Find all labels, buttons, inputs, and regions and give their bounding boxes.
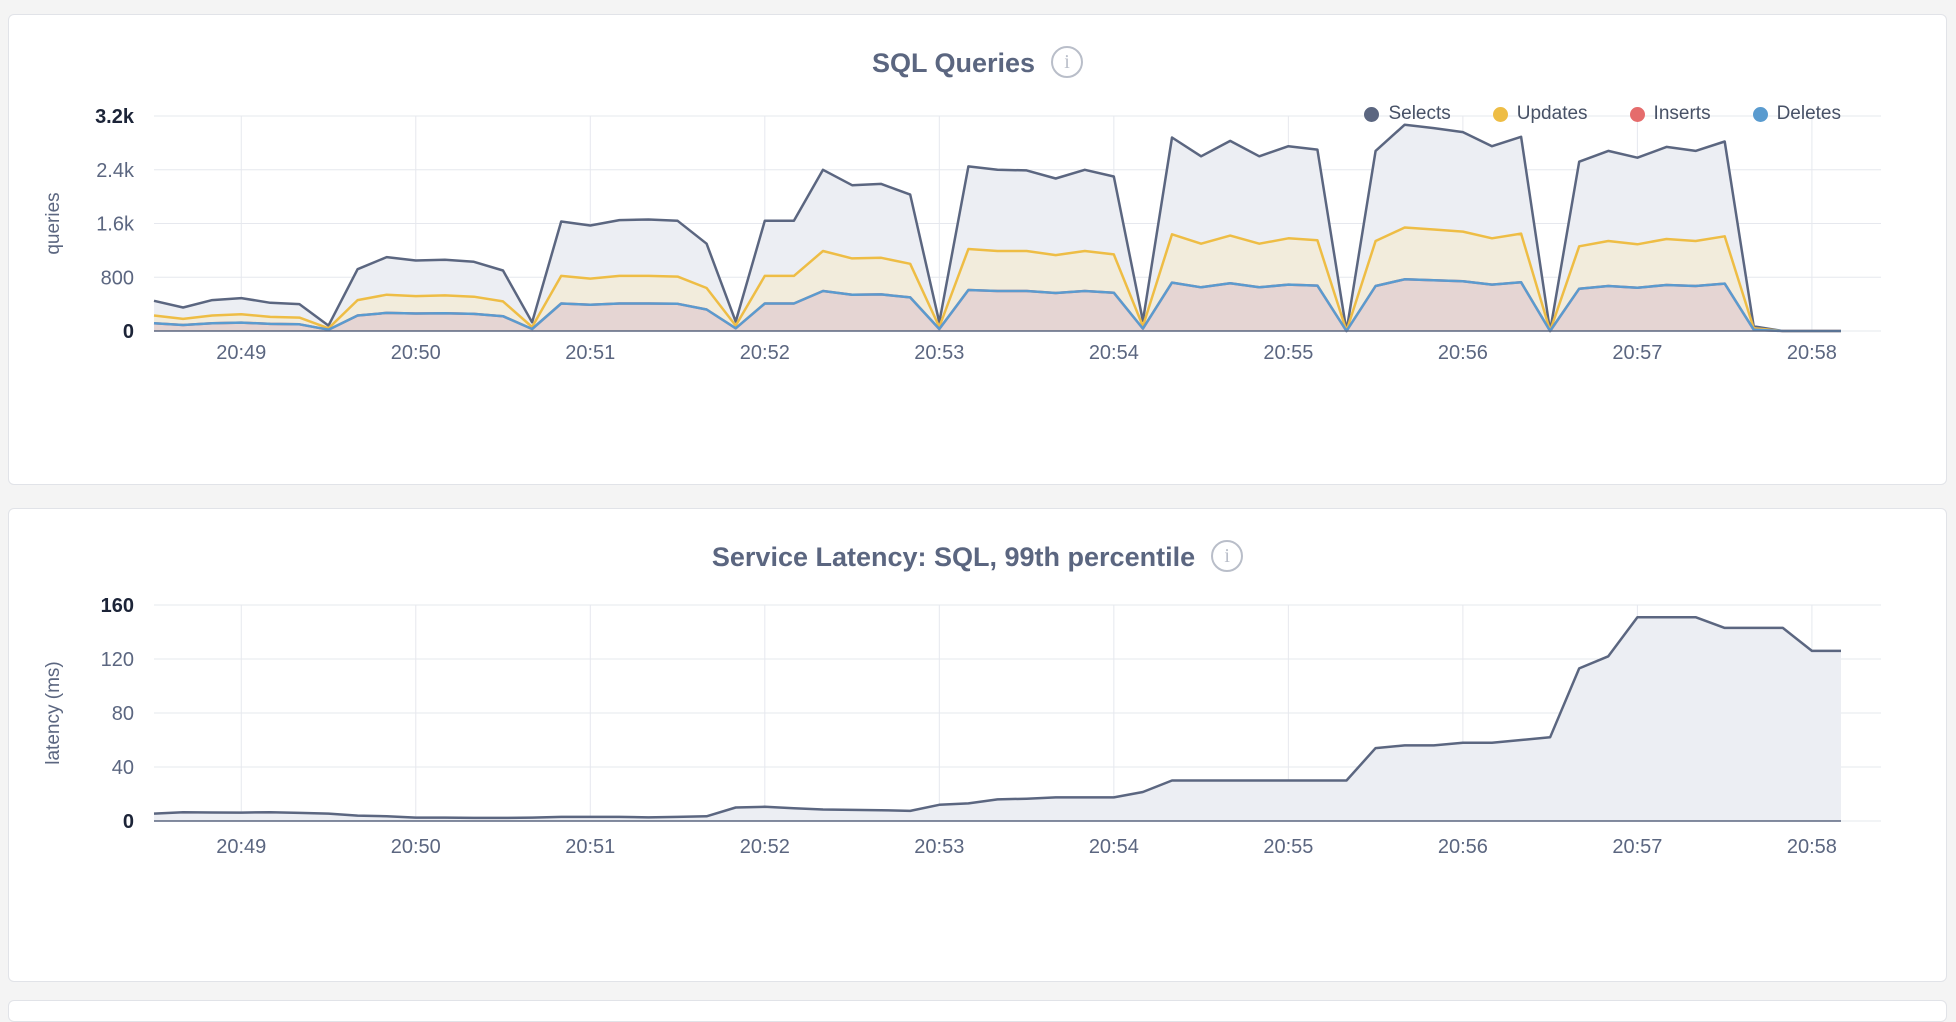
sql-latency-title-text: Service Latency: SQL, 99th percentile (711, 542, 1196, 572)
sql-latency-chart[interactable]: 0 40 80 120 160 20:49 20:50 20:51 20:52 20:53 20:5… (9, 509, 1946, 981)
x-tick-label: 20:51 (565, 836, 615, 858)
x-tick-label: 20:57 (1612, 342, 1662, 364)
series-area-deletes (154, 279, 1841, 331)
x-tick-label: 20:53 (914, 836, 964, 858)
x-tick-label: 20:54 (1089, 342, 1139, 364)
series-line-latency (153, 615, 1841, 820)
legend-swatch-selects (1364, 106, 1380, 122)
x-tick-label: 20:56 (1438, 836, 1488, 858)
y-tick-label: 40 (112, 757, 134, 779)
x-tick-label: 20:50 (391, 342, 441, 364)
legend-label-updates: Updates (1516, 103, 1588, 124)
x-tick-label: 20:51 (565, 342, 615, 364)
x-tick-label: 20:49 (216, 342, 266, 364)
legend-swatch-updates (1492, 106, 1508, 122)
y-tick-label: 80 (112, 703, 134, 725)
info-icon[interactable]: i (1051, 45, 1084, 78)
y-tick-label: 2.4k (96, 160, 135, 182)
legend-item-updates[interactable]: Updates (1492, 103, 1588, 125)
sql-latency-panel: 0 40 80 120 160 20:49 20:50 20:51 20:52 20:53 20:5… (8, 508, 1947, 982)
y-tick-label: 0 (123, 811, 134, 833)
sql-queries-title: SQL Queries i (9, 45, 1946, 81)
x-tick-label: 20:57 (1612, 836, 1662, 858)
chart-legend: Selects Updates Inserts Deletes (1364, 103, 1841, 125)
y-tick-label: 800 (101, 267, 134, 289)
x-tick-label: 20:56 (1438, 342, 1488, 364)
legend-swatch-inserts (1629, 106, 1645, 122)
sql-queries-chart[interactable]: 0 800 1.6k 2.4k 3.2k 20:49 20:50 20:51 20:52 20:5… (9, 15, 1946, 484)
x-tick-label: 20:53 (914, 342, 964, 364)
x-tick-label: 20:58 (1787, 342, 1837, 364)
legend-label-selects: Selects (1388, 103, 1451, 124)
x-tick-label: 20:58 (1787, 836, 1837, 858)
series-area-latency (154, 617, 1841, 821)
legend-label-inserts: Inserts (1653, 103, 1711, 124)
y-tick-label: 160 (101, 595, 134, 617)
y-axis-label: queries (43, 192, 64, 254)
y-tick-label: 3.2k (95, 106, 135, 128)
sql-queries-panel: 0 800 1.6k 2.4k 3.2k 20:49 20:50 20:51 20:52 20:5… (8, 14, 1947, 485)
y-tick-label: 1.6k (96, 214, 135, 236)
series-line-deletes (153, 278, 1841, 333)
series-line-selects (153, 123, 1841, 333)
x-tick-label: 20:52 (740, 342, 790, 364)
x-tick-label: 20:49 (216, 836, 266, 858)
sql-queries-title-text: SQL Queries (871, 48, 1036, 78)
y-tick-label: 0 (123, 321, 134, 343)
legend-label-deletes: Deletes (1776, 103, 1841, 124)
x-tick-label: 20:55 (1263, 342, 1313, 364)
x-tick-label: 20:54 (1089, 836, 1139, 858)
legend-swatch-deletes (1752, 106, 1768, 122)
legend-item-deletes[interactable]: Deletes (1752, 103, 1841, 125)
series-line-updates (153, 226, 1841, 333)
x-tick-label: 20:50 (391, 836, 441, 858)
x-tick-label: 20:55 (1263, 836, 1313, 858)
legend-item-inserts[interactable]: Inserts (1629, 103, 1711, 125)
next-panel-edge (8, 1000, 1947, 1022)
info-icon[interactable]: i (1211, 539, 1244, 572)
sql-latency-title: Service Latency: SQL, 99th percentile i (9, 539, 1946, 575)
legend-item-selects[interactable]: Selects (1364, 103, 1451, 125)
y-tick-label: 120 (101, 649, 134, 671)
y-axis-label: latency (ms) (43, 661, 64, 764)
x-tick-label: 20:52 (740, 836, 790, 858)
